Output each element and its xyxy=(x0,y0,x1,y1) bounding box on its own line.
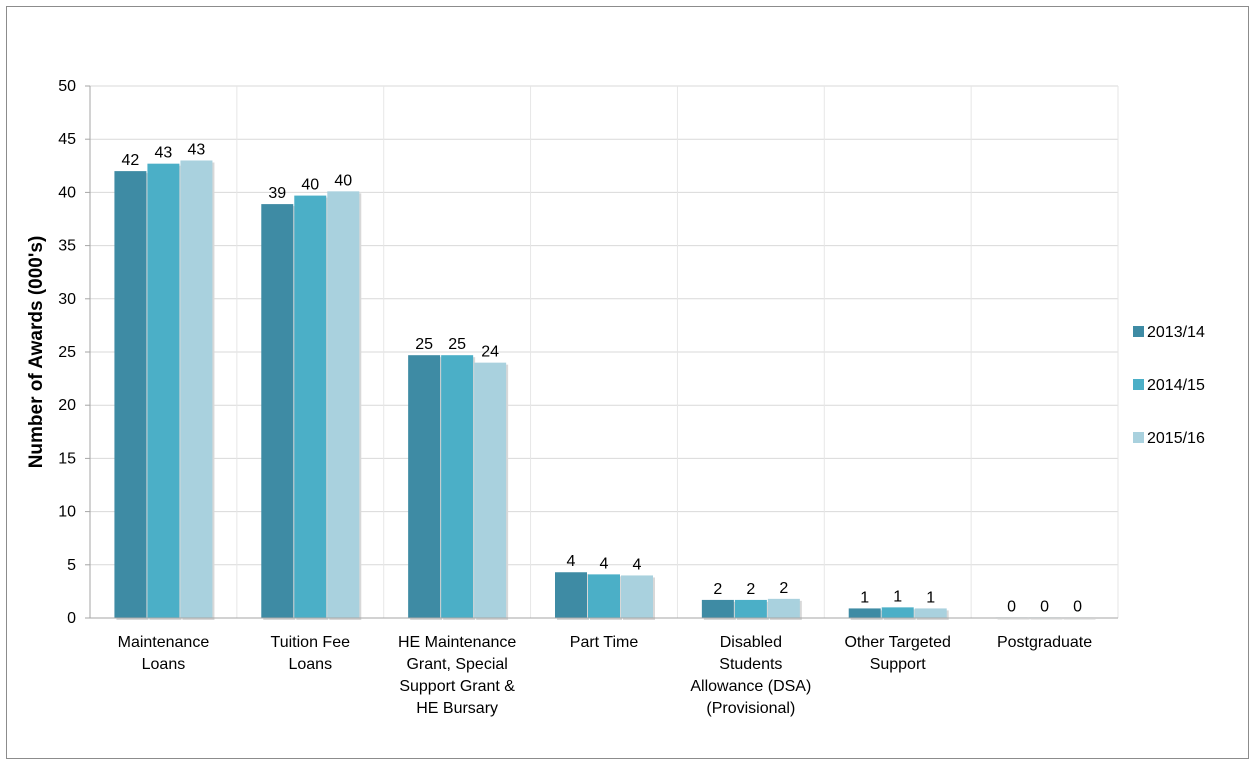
x-tick-label-line: Loans xyxy=(288,656,332,673)
bar-2014-15 xyxy=(735,600,767,618)
x-tick-label-line: HE Maintenance xyxy=(398,634,516,651)
x-tick-label: Other Targeted Support xyxy=(844,634,950,673)
y-axis-title: Number of Awards (000's) xyxy=(26,236,47,469)
x-tick-label: Tuition Fee Loans xyxy=(271,634,351,673)
data-label: 1 xyxy=(893,588,902,605)
data-label: 40 xyxy=(301,177,319,194)
bar-2014-15 xyxy=(147,164,179,618)
bar-2015-16 xyxy=(327,191,359,618)
bar-2015-16 xyxy=(180,160,212,618)
x-tick-label-line: Part Time xyxy=(570,634,639,651)
legend-label: 2013/14 xyxy=(1147,324,1205,341)
bar-2014-15 xyxy=(588,574,620,618)
x-tick-label: Maintenance Loans xyxy=(118,634,210,673)
y-tick-label: 5 xyxy=(67,557,76,574)
data-label: 1 xyxy=(926,589,935,606)
bar-2015-16 xyxy=(621,575,653,618)
legend-label: 2014/15 xyxy=(1147,377,1205,394)
x-tick-label: Postgraduate xyxy=(997,634,1092,651)
x-tick-label: Disabled Students Allowance (DSA) (Provisio… xyxy=(690,634,811,717)
y-tick-label: 15 xyxy=(58,450,76,467)
x-tick-label-line: Postgraduate xyxy=(997,634,1092,651)
bar-2013-14 xyxy=(408,355,440,618)
legend-swatch xyxy=(1133,379,1144,390)
data-label: 2 xyxy=(713,581,722,598)
bar-2014-15 xyxy=(882,607,914,618)
data-label: 0 xyxy=(1007,598,1016,615)
legend-swatch xyxy=(1133,326,1144,337)
data-label: 40 xyxy=(334,172,352,189)
bar-shadow xyxy=(1064,619,1096,620)
y-tick-label: 45 xyxy=(58,131,76,148)
y-tick-label: 10 xyxy=(58,504,76,521)
legend-label: 2015/16 xyxy=(1147,430,1205,447)
data-label: 25 xyxy=(448,336,466,353)
x-tick-label: HE Maintenance Grant, Special Support Gran… xyxy=(398,634,516,717)
bar-2013-14 xyxy=(114,171,146,618)
y-tick-label: 25 xyxy=(58,344,76,361)
data-label: 25 xyxy=(415,336,433,353)
x-tick-label-line: Allowance (DSA) xyxy=(690,678,811,695)
x-tick-label-line: Support xyxy=(870,656,927,673)
x-tick-label-line: HE Bursary xyxy=(416,700,498,717)
bar-2015-16 xyxy=(768,599,800,618)
data-label: 39 xyxy=(268,185,286,202)
bar-2015-16 xyxy=(915,608,947,618)
data-label: 0 xyxy=(1040,598,1049,615)
data-label: 4 xyxy=(567,553,576,570)
x-tick-label-line: Tuition Fee xyxy=(271,634,351,651)
x-tick-label-line: Loans xyxy=(142,656,186,673)
data-label: 4 xyxy=(600,555,609,572)
gridlines xyxy=(90,86,1118,618)
x-tick-label-line: (Provisional) xyxy=(706,700,795,717)
data-label: 24 xyxy=(481,344,499,361)
data-label: 43 xyxy=(155,145,173,162)
bar-2013-14 xyxy=(555,572,587,618)
data-label: 0 xyxy=(1073,598,1082,615)
x-tick-label-line: Other Targeted xyxy=(844,634,950,651)
data-label: 2 xyxy=(779,580,788,597)
y-tick-label: 30 xyxy=(58,291,76,308)
data-label: 43 xyxy=(188,141,206,158)
x-tick-label-line: Maintenance xyxy=(118,634,210,651)
y-tick-label: 50 xyxy=(58,78,76,95)
legend: 2013/14 2014/15 2015/16 xyxy=(1133,324,1205,447)
bars xyxy=(114,160,1095,620)
bar-2013-14 xyxy=(702,600,734,618)
bar-2013-14 xyxy=(849,608,881,618)
bar-2013-14 xyxy=(261,204,293,618)
legend-swatch xyxy=(1133,432,1144,443)
x-tick-label-line: Support Grant & xyxy=(399,678,515,695)
x-tick-label-line: Disabled xyxy=(720,634,782,651)
bar-2014-15 xyxy=(441,355,473,618)
bar-shadow xyxy=(998,619,1030,620)
y-tick-label: 0 xyxy=(67,610,76,627)
y-tick-label: 35 xyxy=(58,238,76,255)
data-label: 42 xyxy=(122,152,140,169)
y-tick-label: 20 xyxy=(58,397,76,414)
bar-2015-16 xyxy=(474,363,506,618)
data-label: 4 xyxy=(633,556,642,573)
bar-shadow xyxy=(1031,619,1063,620)
y-tick-label: 40 xyxy=(58,184,76,201)
x-tick-label-line: Grant, Special xyxy=(406,656,507,673)
data-label: 2 xyxy=(746,581,755,598)
bar-2014-15 xyxy=(294,196,326,618)
x-tick-label: Part Time xyxy=(570,634,639,651)
data-label: 1 xyxy=(860,589,869,606)
x-tick-label-line: Students xyxy=(719,656,782,673)
